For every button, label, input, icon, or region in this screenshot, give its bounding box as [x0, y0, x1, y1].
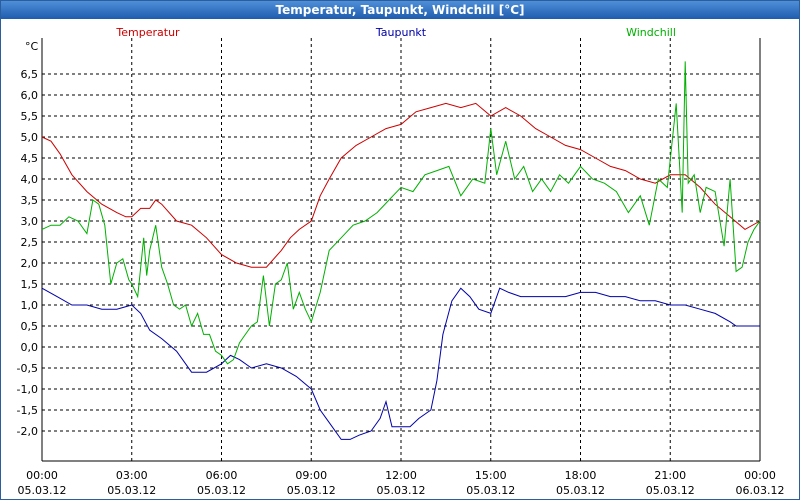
y-tick-label: 2,0	[21, 257, 39, 270]
y-tick-label: 5,5	[21, 110, 39, 123]
x-tick-time: 12:00	[385, 469, 417, 482]
line-taupunkt	[41, 287, 760, 440]
x-tick-date: 05.03.12	[287, 484, 336, 497]
x-tick-date: 05.03.12	[197, 484, 246, 497]
window-title: Temperatur, Taupunkt, Windchill [°C]	[1, 1, 799, 19]
y-tick-label: 6,5	[21, 68, 39, 81]
y-tick-label: 3,5	[21, 194, 39, 207]
x-tick-date: 05.03.12	[377, 484, 426, 497]
legend-windchill: Windchill	[626, 26, 676, 39]
x-tick-time: 15:00	[475, 469, 507, 482]
x-tick-time: 18:00	[565, 469, 597, 482]
line-windchill	[41, 61, 761, 365]
series-lines	[41, 61, 761, 440]
y-tick-label: 4,5	[21, 152, 39, 165]
y-tick-label: -0,5	[17, 362, 38, 375]
x-tick-time: 00:00	[26, 469, 58, 482]
y-tick-label: 0,0	[21, 341, 39, 354]
x-tick-time: 06:00	[206, 469, 238, 482]
grid	[42, 38, 760, 461]
legend-temperatur: Temperatur	[115, 26, 180, 39]
y-tick-label: 1,0	[21, 299, 39, 312]
x-tick-time: 09:00	[295, 469, 327, 482]
y-tick-label: 4,0	[21, 173, 39, 186]
y-tick-label: 5,0	[21, 131, 39, 144]
y-axis-unit-label: °C	[25, 40, 39, 53]
y-tick-label: 0,5	[21, 320, 39, 333]
x-tick-date: 05.03.12	[107, 484, 156, 497]
x-tick-date: 05.03.12	[646, 484, 695, 497]
y-tick-label: 2,5	[21, 236, 39, 249]
x-tick-time: 03:00	[116, 469, 148, 482]
y-tick-label: 3,0	[21, 215, 39, 228]
y-tick-label: -1,5	[17, 404, 38, 417]
x-tick-date: 05.03.12	[556, 484, 605, 497]
x-tick-date: 05.03.12	[18, 484, 67, 497]
x-tick-labels: 00:00 05.03.12 03:00 05.03.12 06:00 05.03.12 0…	[18, 469, 785, 497]
y-tick-labels: -2,0 -1,5 -1,0 -0,5 0,0 0,5 1,0 1,5 2,0 2,5 3,0 3,5…	[17, 68, 38, 438]
axes	[41, 38, 761, 462]
legend-taupunkt: Taupunkt	[375, 26, 427, 39]
x-tick-date: 06.03.12	[736, 484, 785, 497]
y-tick-label: 1,5	[21, 278, 39, 291]
line-temperatur	[41, 102, 761, 268]
y-tick-label: -2,0	[17, 425, 38, 438]
x-tick-time: 21:00	[654, 469, 686, 482]
x-tick-time: 00:00	[744, 469, 776, 482]
y-tick-label: -1,0	[17, 383, 38, 396]
y-tick-label: 6,0	[21, 89, 39, 102]
x-tick-date: 05.03.12	[466, 484, 515, 497]
